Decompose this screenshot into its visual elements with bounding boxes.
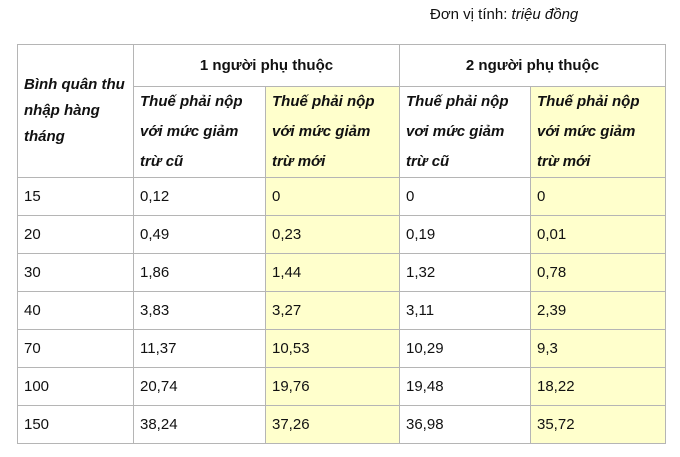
cell: 1,86 bbox=[133, 253, 266, 292]
income-cell: 40 bbox=[17, 291, 134, 330]
income-cell: 100 bbox=[17, 367, 134, 406]
unit-label: Đơn vị tính: bbox=[430, 6, 508, 23]
cell: 3,27 bbox=[265, 291, 400, 330]
cell: 0 bbox=[265, 177, 400, 216]
sub-header: Thuế phải nộp vơi mức giảm trừ cũ bbox=[399, 86, 531, 178]
cell: 3,11 bbox=[399, 291, 531, 330]
cell: 0,49 bbox=[133, 215, 266, 254]
cell: 1,32 bbox=[399, 253, 531, 292]
cell: 0,19 bbox=[399, 215, 531, 254]
income-cell: 150 bbox=[17, 405, 134, 444]
row-header: Bình quân thu nhập hàng tháng bbox=[17, 44, 134, 178]
group-header: 2 người phụ thuộc bbox=[399, 44, 666, 87]
cell: 0,78 bbox=[530, 253, 666, 292]
cell: 36,98 bbox=[399, 405, 531, 444]
sub-header: Thuế phải nộp với mức giảm trừ mới bbox=[265, 86, 400, 178]
cell: 0 bbox=[530, 177, 666, 216]
income-cell: 20 bbox=[17, 215, 134, 254]
cell: 9,3 bbox=[530, 329, 666, 368]
sub-header: Thuế phải nộp với mức giảm trừ mới bbox=[530, 86, 666, 178]
cell: 37,26 bbox=[265, 405, 400, 444]
cell: 0,01 bbox=[530, 215, 666, 254]
income-cell: 15 bbox=[17, 177, 134, 216]
tax-table: Bình quân thu nhập hàng tháng 1 người ph… bbox=[17, 44, 666, 444]
cell: 20,74 bbox=[133, 367, 266, 406]
cell: 18,22 bbox=[530, 367, 666, 406]
income-cell: 30 bbox=[17, 253, 134, 292]
cell: 0 bbox=[399, 177, 531, 216]
table-row: 20 0,49 0,23 0,19 0,01 bbox=[17, 215, 666, 254]
table-row: 100 20,74 19,76 19,48 18,22 bbox=[17, 367, 666, 406]
cell: 0,23 bbox=[265, 215, 400, 254]
cell: 10,29 bbox=[399, 329, 531, 368]
table-row: 150 38,24 37,26 36,98 35,72 bbox=[17, 405, 666, 444]
table-row: 70 11,37 10,53 10,29 9,3 bbox=[17, 329, 666, 368]
table-row: 30 1,86 1,44 1,32 0,78 bbox=[17, 253, 666, 292]
sub-header: Thuế phải nộp với mức giảm trừ cũ bbox=[133, 86, 266, 178]
table-row: 15 0,12 0 0 0 bbox=[17, 177, 666, 216]
unit-note: Đơn vị tính: triệu đồng bbox=[430, 6, 578, 23]
cell: 19,76 bbox=[265, 367, 400, 406]
cell: 1,44 bbox=[265, 253, 400, 292]
cell: 38,24 bbox=[133, 405, 266, 444]
cell: 35,72 bbox=[530, 405, 666, 444]
cell: 11,37 bbox=[133, 329, 266, 368]
cell: 3,83 bbox=[133, 291, 266, 330]
table-row: 40 3,83 3,27 3,11 2,39 bbox=[17, 291, 666, 330]
cell: 0,12 bbox=[133, 177, 266, 216]
income-cell: 70 bbox=[17, 329, 134, 368]
cell: 19,48 bbox=[399, 367, 531, 406]
unit-value: triệu đồng bbox=[511, 6, 579, 23]
cell: 10,53 bbox=[265, 329, 400, 368]
group-header: 1 người phụ thuộc bbox=[133, 44, 400, 87]
cell: 2,39 bbox=[530, 291, 666, 330]
